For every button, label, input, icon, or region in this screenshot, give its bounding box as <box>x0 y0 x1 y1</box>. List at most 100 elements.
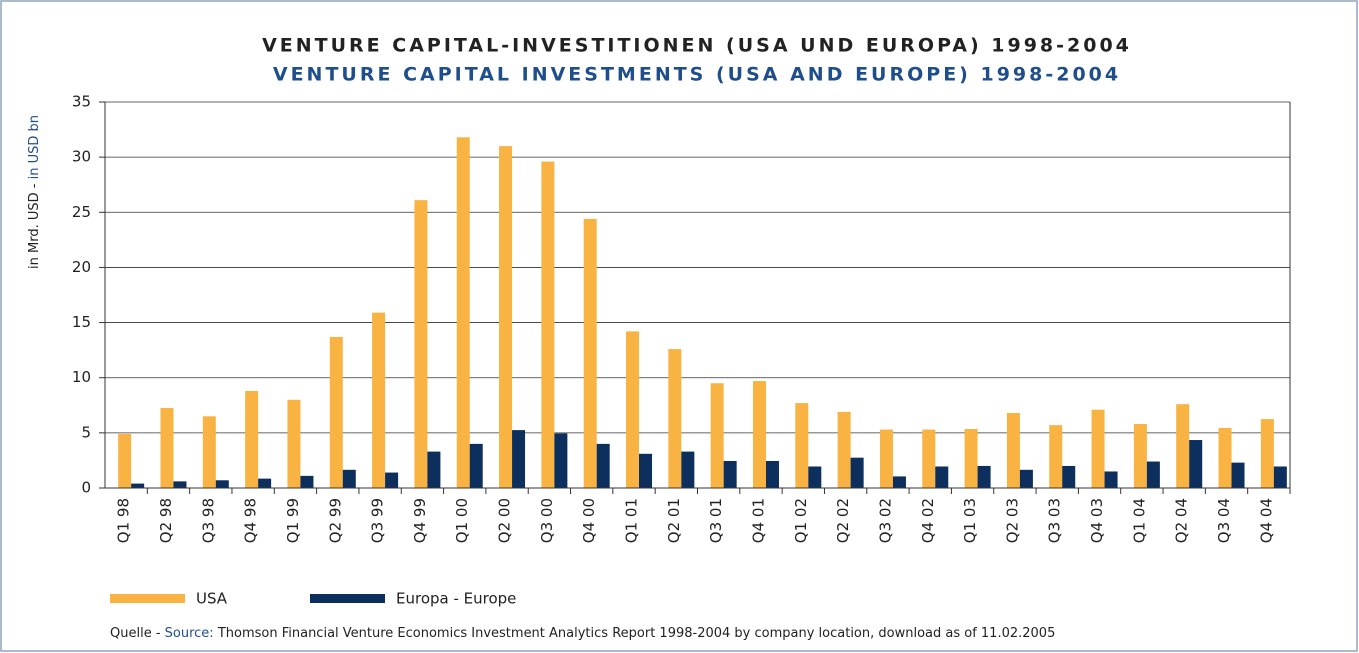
bar <box>1218 427 1232 488</box>
x-tick-label: Q1 00 <box>453 498 471 543</box>
bar <box>1176 404 1190 488</box>
bar <box>1104 471 1118 488</box>
y-tick-label: 15 <box>72 313 91 331</box>
bar <box>892 476 906 488</box>
bar <box>1133 424 1147 488</box>
y-tick-label: 35 <box>72 93 91 111</box>
x-tick-label: Q4 98 <box>242 498 260 543</box>
bar <box>215 480 229 488</box>
bar <box>681 451 695 488</box>
bar <box>469 443 483 488</box>
x-tick-label: Q2 99 <box>326 498 344 543</box>
chart-subtitle: VENTURE CAPITAL INVESTMENTS (USA AND EUR… <box>273 64 1121 86</box>
y-tick-label: 0 <box>81 479 91 497</box>
y-tick-label: 30 <box>72 148 91 166</box>
bar <box>258 478 272 488</box>
source-text: Thomson Financial Venture Economics Inve… <box>217 626 1056 641</box>
x-tick-label: Q2 01 <box>665 498 683 543</box>
x-tick-label: Q2 04 <box>1173 498 1191 543</box>
y-tick-label: 20 <box>72 258 91 276</box>
bar <box>977 465 991 488</box>
bar <box>795 403 809 488</box>
bar <box>1019 469 1033 488</box>
y-tick-label: 5 <box>81 423 91 441</box>
bar <box>300 475 314 488</box>
bar <box>173 481 187 488</box>
bar <box>245 390 259 488</box>
bar <box>639 453 653 488</box>
bar <box>160 408 174 488</box>
x-tick-label: Q1 03 <box>961 498 979 543</box>
bar <box>1231 462 1245 488</box>
bar <box>499 146 513 488</box>
bar <box>512 430 526 488</box>
legend-label: USA <box>196 590 228 608</box>
x-tick-label: Q2 03 <box>1003 498 1021 543</box>
bar <box>541 161 555 488</box>
x-tick-label: Q1 02 <box>792 498 810 543</box>
bar <box>1260 419 1274 488</box>
bar <box>372 312 386 488</box>
x-tick-label: Q2 98 <box>157 498 175 543</box>
bar <box>1189 440 1203 488</box>
x-tick-label: Q1 01 <box>623 498 641 543</box>
x-tick-label: Q4 00 <box>580 498 598 543</box>
x-tick-label: Q3 99 <box>369 498 387 543</box>
bar <box>723 460 737 488</box>
x-tick-label: Q3 02 <box>876 498 894 543</box>
bar <box>837 411 851 488</box>
bar <box>1091 409 1105 488</box>
bar <box>118 433 132 488</box>
bar <box>583 218 597 488</box>
bar <box>808 466 822 488</box>
x-tick-label: Q4 01 <box>749 498 767 543</box>
bar <box>752 381 766 488</box>
x-tick-label: Q4 03 <box>1088 498 1106 543</box>
x-tick-label: Q3 03 <box>1046 498 1064 543</box>
bar <box>850 457 864 488</box>
bar <box>879 429 893 488</box>
x-tick-label: Q4 02 <box>919 498 937 543</box>
source-label-en: Source: <box>165 626 214 641</box>
y-label-de: in Mrd. USD - <box>27 183 42 269</box>
chart-title: VENTURE CAPITAL-INVESTITIONEN (USA UND E… <box>262 35 1132 57</box>
bar <box>626 331 640 488</box>
legend-label: Europa - Europe <box>396 590 516 608</box>
legend-swatch <box>310 594 385 603</box>
bar <box>385 472 399 488</box>
source-label-de: Quelle - <box>110 626 161 641</box>
y-label-en: in USD bn <box>27 115 42 179</box>
x-tick-label: Q1 04 <box>1130 498 1148 543</box>
x-tick-label: Q3 01 <box>707 498 725 543</box>
legend-swatch <box>110 594 185 603</box>
bar <box>554 433 568 488</box>
source-note: Quelle - Source: Thomson Financial Ventu… <box>110 626 1055 641</box>
bar <box>456 137 470 488</box>
bar <box>964 428 978 488</box>
x-tick-label: Q3 98 <box>199 498 217 543</box>
bar <box>342 469 356 488</box>
x-tick-label: Q1 99 <box>284 498 302 543</box>
y-axis-label: in Mrd. USD - in USD bn <box>27 115 42 269</box>
bar <box>1006 413 1020 488</box>
bar <box>414 200 428 488</box>
bar <box>668 349 682 488</box>
bar <box>1049 425 1063 488</box>
x-tick-label: Q3 04 <box>1215 498 1233 543</box>
x-tick-label: Q2 00 <box>496 498 514 543</box>
x-tick-label: Q3 00 <box>538 498 556 543</box>
bar <box>922 429 936 488</box>
bar <box>935 466 949 488</box>
x-tick-label: Q4 04 <box>1257 498 1275 543</box>
bar <box>427 451 441 488</box>
bar <box>202 416 216 488</box>
bar <box>765 460 779 488</box>
bar <box>596 443 610 488</box>
x-tick-label: Q1 98 <box>115 498 133 543</box>
y-tick-label: 10 <box>72 368 91 386</box>
bar <box>1273 466 1287 488</box>
x-tick-label: Q2 02 <box>834 498 852 543</box>
bar <box>329 336 343 488</box>
bar <box>1062 465 1076 488</box>
